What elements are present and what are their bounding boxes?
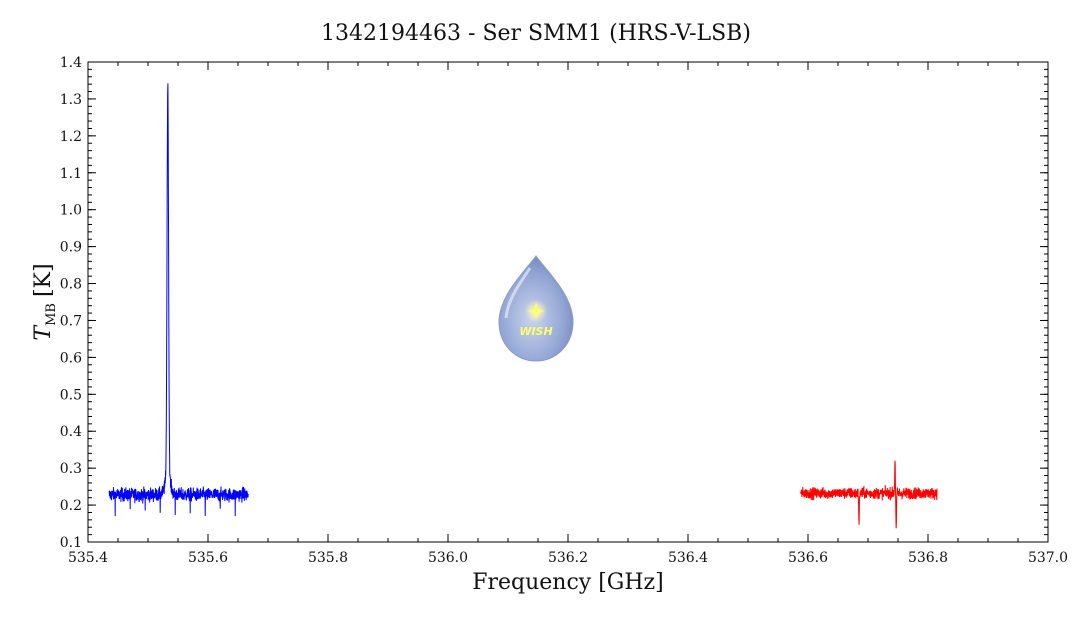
x-tick-label: 535.4	[68, 550, 108, 566]
x-tick-label: 535.6	[188, 550, 228, 566]
y-tick-label: 0.7	[60, 313, 82, 329]
x-axis-label: Frequency [GHz]	[472, 570, 664, 595]
y-tick-label: 0.6	[60, 350, 82, 366]
x-tick-label: 536.6	[788, 550, 828, 566]
y-axis-label-unit: [K]	[31, 263, 56, 297]
y-tick-label: 1.1	[60, 166, 82, 182]
x-tick-label: 536.4	[668, 550, 708, 566]
chart-title: 1342194463 - Ser SMM1 (HRS-V-LSB)	[321, 21, 751, 46]
wish-logo: WISH	[498, 255, 574, 362]
series-layer	[108, 83, 938, 529]
x-tick-label: 536.0	[428, 550, 468, 566]
y-tick-label: 0.1	[60, 535, 82, 551]
y-tick-label: 0.8	[60, 277, 82, 293]
y-axis-label: TMB [K]	[31, 263, 59, 340]
y-axis-label-sub: MB	[44, 303, 59, 326]
y-tick-label: 1.2	[60, 129, 82, 145]
x-tick-label: 536.8	[908, 550, 948, 566]
axis-ticks: 535.4 535.6 535.8 536.0 536.2 536.4 536.6 536.8…	[60, 55, 1068, 566]
y-tick-label: 1.3	[60, 92, 82, 108]
y-axis-label-main: T	[31, 324, 56, 341]
y-tick-label: 0.3	[60, 461, 82, 477]
y-tick-label: 0.2	[60, 498, 82, 514]
x-tick-label: 537.0	[1028, 550, 1068, 566]
series-line-1	[800, 460, 938, 529]
y-tick-label: 1.4	[60, 55, 82, 71]
x-tick-label: 535.8	[308, 550, 348, 566]
x-tick-label: 536.2	[548, 550, 588, 566]
logo-text: WISH	[519, 325, 552, 338]
series-line-0	[108, 83, 249, 517]
y-tick-label: 1.0	[60, 203, 82, 219]
y-tick-label: 0.5	[60, 387, 82, 403]
y-tick-label: 0.4	[60, 424, 82, 440]
y-tick-label: 0.9	[60, 240, 82, 256]
svg-text:TMB[K]: TMB [K]	[31, 263, 59, 340]
